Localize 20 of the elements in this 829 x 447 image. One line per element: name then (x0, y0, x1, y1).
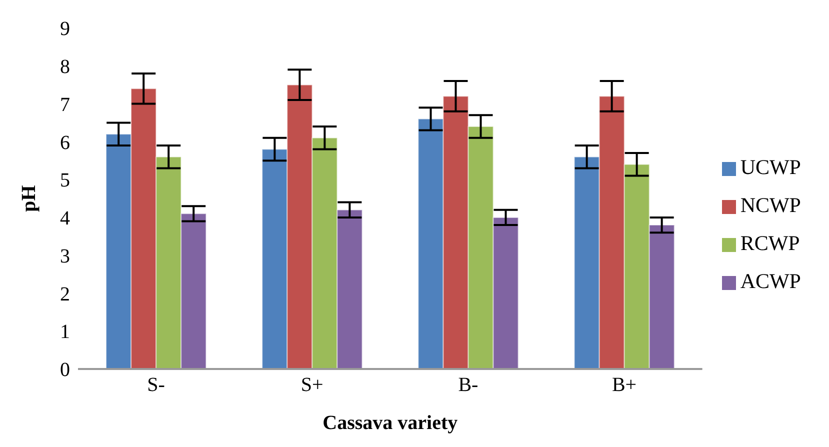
y-tick-label: 0 (60, 359, 70, 382)
y-tick-label: 7 (60, 94, 70, 116)
legend-label: RCWP (740, 230, 800, 254)
y-tick-label: 2 (60, 283, 70, 306)
x-tick-label: S+ (300, 374, 324, 396)
y-tick-label: 1 (60, 321, 70, 344)
y-tick-label: 5 (60, 170, 70, 192)
y-tick-label: 4 (60, 208, 70, 230)
x-axis-title: Cassava variety (322, 412, 458, 434)
x-tick-label: S- (147, 374, 165, 396)
y-axis-title: pH (18, 184, 40, 212)
y-tick-label: 3 (60, 245, 70, 268)
y-tick-label: 9 (60, 18, 70, 40)
x-tick-label: B+ (612, 374, 637, 396)
legend-label: ACWP (740, 268, 801, 292)
legend-label: UCWP (740, 154, 801, 178)
x-tick-label: B- (458, 374, 478, 396)
y-tick-label: 8 (60, 56, 70, 78)
legend-label: NCWP (740, 192, 801, 216)
y-tick-label: 6 (60, 132, 70, 154)
